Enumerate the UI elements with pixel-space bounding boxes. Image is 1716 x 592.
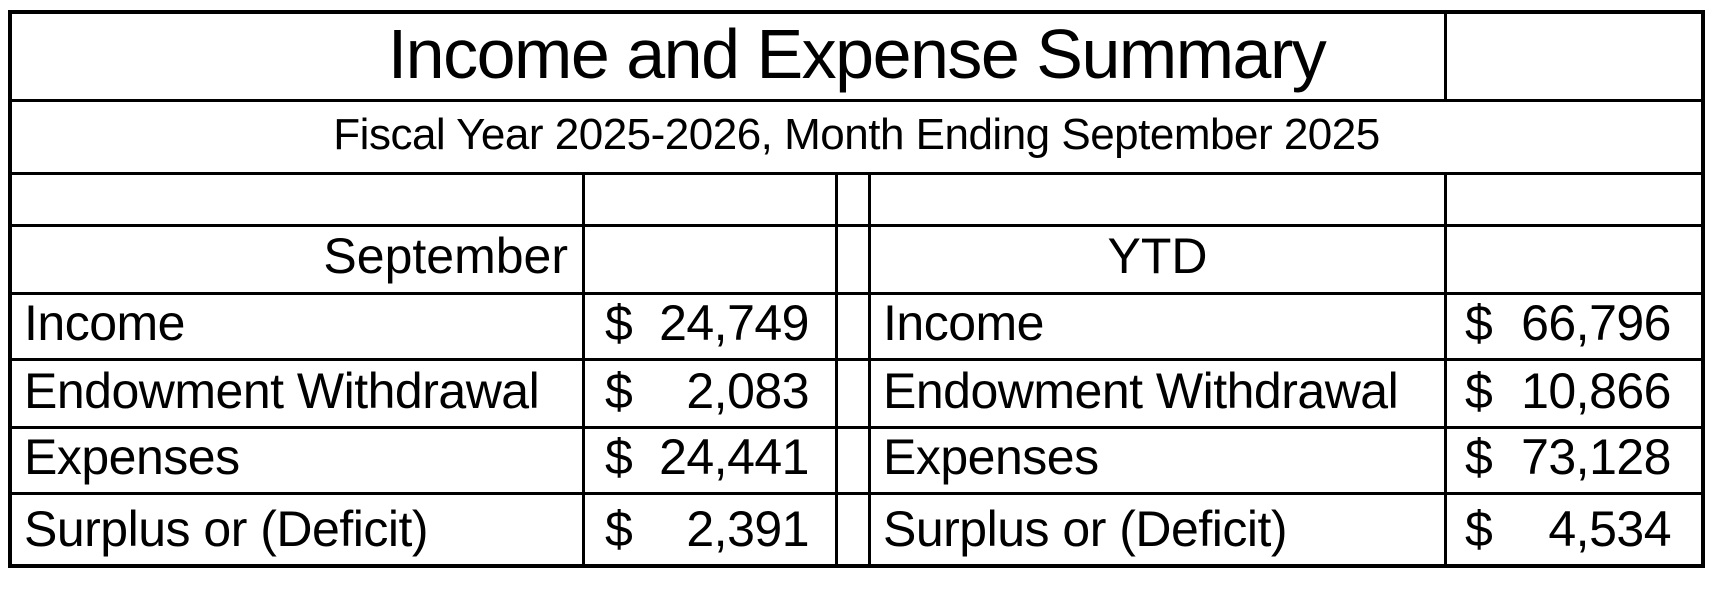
ytd-endowment-value-cell[interactable]: $ 10,866 bbox=[1444, 361, 1701, 426]
row-label: Surplus or (Deficit) bbox=[24, 500, 429, 557]
subtitle-row: Fiscal Year 2025-2026, Month Ending Sept… bbox=[12, 102, 1701, 175]
subtitle-cell[interactable]: Fiscal Year 2025-2026, Month Ending Sept… bbox=[12, 102, 1701, 172]
currency-symbol: $ bbox=[1465, 500, 1493, 557]
ytd-header-cell[interactable]: YTD bbox=[868, 227, 1444, 292]
column-header-row: September YTD bbox=[12, 227, 1701, 295]
currency-symbol: $ bbox=[1465, 429, 1493, 485]
row-value: 24,441 bbox=[659, 429, 809, 485]
ytd-expenses-label-cell[interactable]: Expenses bbox=[868, 429, 1444, 492]
ytd-header-text: YTD bbox=[1107, 227, 1208, 284]
month-income-value-cell[interactable]: $ 24,749 bbox=[582, 295, 835, 358]
spacer-cell[interactable] bbox=[835, 295, 868, 358]
row-label: Expenses bbox=[883, 429, 1099, 485]
empty-cell[interactable] bbox=[582, 227, 835, 292]
ytd-endowment-label-cell[interactable]: Endowment Withdrawal bbox=[868, 361, 1444, 426]
row-label: Expenses bbox=[24, 429, 240, 485]
currency-symbol: $ bbox=[1465, 295, 1493, 351]
spacer-cell[interactable] bbox=[835, 429, 868, 492]
spacer-cell[interactable] bbox=[12, 175, 582, 224]
month-income-label-cell[interactable]: Income bbox=[12, 295, 582, 358]
subtitle-text: Fiscal Year 2025-2026, Month Ending Sept… bbox=[333, 109, 1380, 159]
spacer-cell[interactable] bbox=[582, 175, 835, 224]
month-endowment-value-cell[interactable]: $ 2,083 bbox=[582, 361, 835, 426]
row-label: Endowment Withdrawal bbox=[24, 362, 540, 419]
month-endowment-label-cell[interactable]: Endowment Withdrawal bbox=[12, 361, 582, 426]
row-label: Income bbox=[883, 295, 1044, 351]
title-row-empty-cell[interactable] bbox=[1444, 14, 1701, 99]
currency-symbol: $ bbox=[1465, 362, 1493, 419]
month-header-cell[interactable]: September bbox=[12, 227, 582, 292]
table-row-surplus: Surplus or (Deficit) $ 2,391 Surplus or … bbox=[12, 495, 1701, 564]
row-label: Surplus or (Deficit) bbox=[883, 500, 1288, 557]
spacer-row bbox=[12, 175, 1701, 227]
spacer-cell[interactable] bbox=[835, 227, 868, 292]
row-value: 2,391 bbox=[686, 500, 809, 557]
spacer-cell[interactable] bbox=[835, 361, 868, 426]
table-row-income: Income $ 24,749 Income $ 66,796 bbox=[12, 295, 1701, 361]
ytd-income-label-cell[interactable]: Income bbox=[868, 295, 1444, 358]
row-value: 66,796 bbox=[1521, 295, 1671, 351]
spacer-cell[interactable] bbox=[835, 495, 868, 564]
spacer-cell[interactable] bbox=[835, 175, 868, 224]
currency-symbol: $ bbox=[605, 429, 633, 485]
currency-symbol: $ bbox=[605, 500, 633, 557]
table-row-endowment: Endowment Withdrawal $ 2,083 Endowment W… bbox=[12, 361, 1701, 429]
income-expense-table: Income and Expense Summary Fiscal Year 2… bbox=[8, 10, 1705, 568]
currency-symbol: $ bbox=[605, 362, 633, 419]
ytd-income-value-cell[interactable]: $ 66,796 bbox=[1444, 295, 1701, 358]
month-expenses-label-cell[interactable]: Expenses bbox=[12, 429, 582, 492]
currency-symbol: $ bbox=[605, 295, 633, 351]
spacer-cell[interactable] bbox=[1444, 175, 1701, 224]
row-value: 73,128 bbox=[1521, 429, 1671, 485]
spacer-cell[interactable] bbox=[868, 175, 1444, 224]
ytd-surplus-value-cell[interactable]: $ 4,534 bbox=[1444, 495, 1701, 564]
table-row-expenses: Expenses $ 24,441 Expenses $ 73,128 bbox=[12, 429, 1701, 495]
month-surplus-value-cell[interactable]: $ 2,391 bbox=[582, 495, 835, 564]
month-surplus-label-cell[interactable]: Surplus or (Deficit) bbox=[12, 495, 582, 564]
ytd-surplus-label-cell[interactable]: Surplus or (Deficit) bbox=[868, 495, 1444, 564]
page-title[interactable]: Income and Expense Summary bbox=[12, 14, 1701, 99]
ytd-expenses-value-cell[interactable]: $ 73,128 bbox=[1444, 429, 1701, 492]
title-row: Income and Expense Summary bbox=[12, 14, 1701, 102]
row-value: 10,866 bbox=[1521, 362, 1671, 419]
row-value: 4,534 bbox=[1548, 500, 1671, 557]
month-expenses-value-cell[interactable]: $ 24,441 bbox=[582, 429, 835, 492]
row-label: Income bbox=[24, 295, 185, 351]
row-label: Endowment Withdrawal bbox=[883, 362, 1399, 419]
row-value: 2,083 bbox=[686, 362, 809, 419]
page-title-text: Income and Expense Summary bbox=[387, 14, 1327, 93]
empty-cell[interactable] bbox=[1444, 227, 1701, 292]
month-header-text: September bbox=[323, 227, 568, 284]
row-value: 24,749 bbox=[659, 295, 809, 351]
